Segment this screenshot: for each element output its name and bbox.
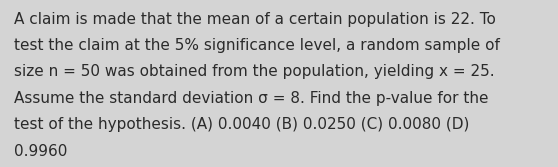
Text: test of the hypothesis. (A) 0.0040 (B) 0.0250 (C) 0.0080 (D): test of the hypothesis. (A) 0.0040 (B) 0… xyxy=(14,117,469,132)
Text: 0.9960: 0.9960 xyxy=(14,144,68,159)
Text: size n = 50 was obtained from the population, yielding x = 25.: size n = 50 was obtained from the popula… xyxy=(14,64,494,79)
Text: test the claim at the 5% significance level, a random sample of: test the claim at the 5% significance le… xyxy=(14,38,500,53)
Text: A claim is made that the mean of a certain population is 22. To: A claim is made that the mean of a certa… xyxy=(14,12,496,27)
Text: Assume the standard deviation σ = 8. Find the p-value for the: Assume the standard deviation σ = 8. Fin… xyxy=(14,91,488,106)
